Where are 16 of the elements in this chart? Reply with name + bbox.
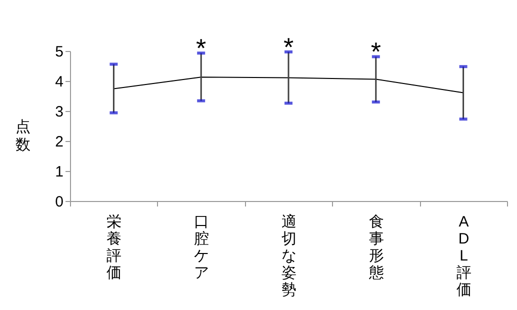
x-tick-label: 口腔ケア xyxy=(194,214,210,282)
line-series xyxy=(113,76,464,94)
y-tick-label: 0 xyxy=(55,194,64,210)
x-tick-label: 栄養評価 xyxy=(106,214,122,282)
y-tick-label: 2 xyxy=(55,134,64,150)
y-axis-title: 点数 xyxy=(16,118,31,154)
y-tick-label: 5 xyxy=(55,44,64,60)
annotation: * xyxy=(370,36,381,67)
annotation: * xyxy=(196,33,206,64)
y-tick-label: 4 xyxy=(55,74,64,90)
y-tick-label: 1 xyxy=(55,164,64,180)
annotation: * xyxy=(283,32,294,62)
y-tick-label: 3 xyxy=(55,104,64,120)
x-tick-label: 食事形態 xyxy=(368,214,384,282)
x-tick-label: 適切な姿勢 xyxy=(282,214,296,298)
x-tick-label: ADL評価 xyxy=(456,214,472,298)
